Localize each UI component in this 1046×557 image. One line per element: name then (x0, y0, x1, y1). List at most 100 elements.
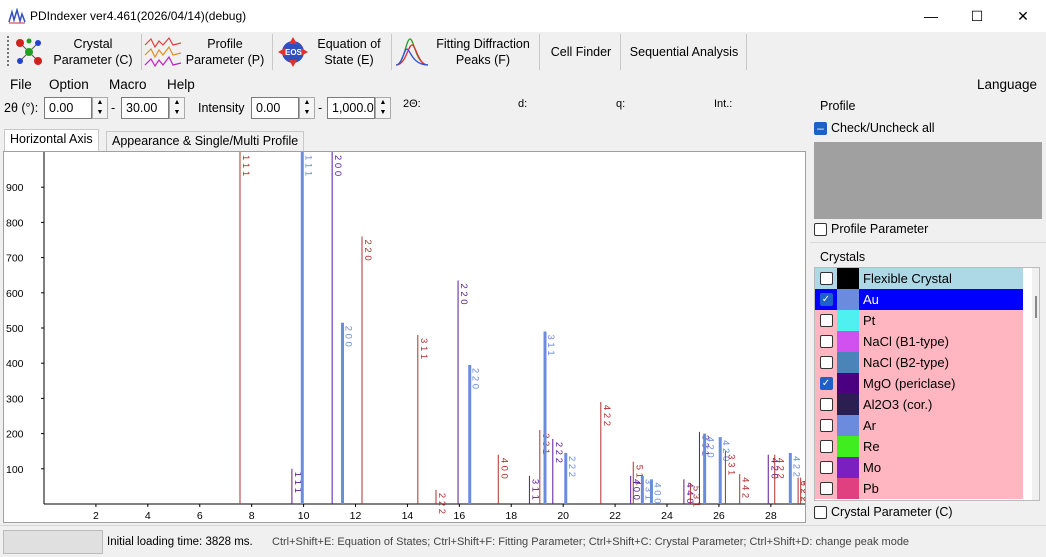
check-all-row[interactable]: – Check/Uncheck all (814, 121, 935, 135)
crystal-row[interactable]: Pt (815, 310, 1023, 331)
crystal-list-scrollbar[interactable] (1032, 268, 1039, 500)
crystal-checkbox[interactable] (819, 419, 833, 432)
intensity-max-spinner[interactable]: ▲ ▼ (375, 97, 391, 119)
crystal-checkbox[interactable] (819, 398, 833, 411)
crystal-parameter-checkbox[interactable] (814, 505, 827, 519)
menu-file[interactable]: File (10, 77, 32, 92)
profile-list[interactable] (814, 142, 1042, 219)
crystal-row[interactable]: ✓ Au (815, 289, 1023, 310)
eos-line1: Equation of (317, 37, 381, 51)
crystal-checkbox[interactable] (819, 314, 833, 327)
crystals-panel-title: Crystals (820, 250, 866, 264)
intensity-min-spinner[interactable]: ▲ ▼ (299, 97, 315, 119)
sequential-analysis-button[interactable]: Sequential Analysis (622, 34, 747, 70)
equation-of-state-button[interactable]: EOS Equation of State (E) (275, 34, 392, 70)
crystal-checkbox[interactable] (819, 461, 833, 474)
crystal-checkbox[interactable] (819, 440, 833, 453)
y-tick-label: 500 (6, 323, 24, 335)
peak-bar (703, 433, 707, 504)
x-tick-label: 6 (197, 510, 203, 522)
menu-macro[interactable]: Macro (109, 77, 147, 92)
crystal-checkbox[interactable] (819, 356, 833, 369)
peak-label: 4 2 2 (775, 458, 786, 479)
fitting-diffraction-peaks-button[interactable]: Fitting Diffraction Peaks (F) (394, 34, 540, 70)
crystal-list[interactable]: Flexible Crystal ✓ Au Pt NaCl (B1-type) NaCl … (814, 267, 1040, 501)
peak-label: 3 1 1 (418, 338, 429, 359)
crystal-row[interactable]: Flexible Crystal (815, 268, 1023, 289)
x-tick-label: 12 (350, 510, 362, 522)
menu-help[interactable]: Help (167, 77, 195, 92)
menu-option[interactable]: Option (49, 77, 89, 92)
crystal-checkbox[interactable] (819, 272, 833, 285)
peak-label: 5 3 1 (690, 486, 701, 507)
profile-parameter-button[interactable]: Profile Parameter (P) (143, 34, 273, 70)
crystal-color-swatch[interactable] (837, 331, 859, 352)
maximize-button[interactable]: ☐ (970, 7, 984, 24)
tab-appearance[interactable]: Appearance & Single/Multi Profile (106, 131, 305, 151)
minimize-button[interactable]: — (924, 8, 938, 24)
intensity-min-input[interactable]: 0.00 (251, 97, 299, 119)
crystal-color-swatch[interactable] (837, 415, 859, 436)
crystal-color-swatch[interactable] (837, 268, 859, 289)
intensity-max-input[interactable]: 1,000.0 (327, 97, 375, 119)
crystal-color-swatch[interactable] (837, 289, 859, 310)
crystal-color-swatch[interactable] (837, 436, 859, 457)
crystal-color-swatch[interactable] (837, 373, 859, 394)
peak-label: 2 2 0 (470, 368, 481, 389)
crystal-checkbox[interactable]: ✓ (819, 293, 833, 306)
crystal-row[interactable]: Al2O3 (cor.) (815, 394, 1023, 415)
profile-parameter-checkbox[interactable] (814, 222, 827, 236)
profile-panel-title: Profile (820, 99, 856, 113)
x-tick-label: 22 (609, 510, 621, 522)
profile-parameter-row[interactable]: Profile Parameter (814, 222, 928, 236)
two-theta-min-input[interactable]: 0.00 (44, 97, 92, 119)
peak-label: 2 0 0 (343, 326, 354, 347)
crystal-color-swatch[interactable] (837, 394, 859, 415)
peak-bar (543, 331, 547, 504)
two-theta-max-input[interactable]: 30.00 (121, 97, 169, 119)
peak-label: 4 4 2 (740, 477, 751, 498)
crystal-color-swatch[interactable] (837, 310, 859, 331)
x-tick-label: 18 (505, 510, 517, 522)
crystal-checkbox[interactable] (819, 335, 833, 348)
check-all-checkbox[interactable]: – (814, 121, 827, 135)
x-tick-label: 24 (661, 510, 673, 522)
menu-language[interactable]: Language (977, 77, 1038, 92)
peak-bar (564, 452, 568, 504)
peak-label: 4 2 2 (601, 405, 612, 426)
peak-label: 4 2 2 (790, 456, 801, 477)
two-theta-min-spinner[interactable]: ▲ ▼ (92, 97, 108, 119)
crystal-checkbox[interactable]: ✓ (819, 377, 833, 390)
crystal-color-swatch[interactable] (837, 478, 859, 499)
crystal-parameter-row[interactable]: Crystal Parameter (C) (814, 505, 953, 519)
crystal-row[interactable]: ✓ MgO (periclase) (815, 373, 1023, 394)
two-theta-max-spinner[interactable]: ▲ ▼ (169, 97, 185, 119)
peak-label: 4 0 0 (631, 479, 642, 500)
crystal-name: NaCl (B2-type) (863, 355, 949, 370)
diffraction-plot[interactable]: 100 200 300 400 500 600 700 800 900 2 4 6 8 10 12 14 16 1… (3, 151, 812, 523)
crystal-checkbox[interactable] (819, 482, 833, 495)
tab-horizontal-axis[interactable]: Horizontal Axis (4, 129, 99, 151)
toolbar: Crystal Parameter (C) Profile Parameter (P… (0, 32, 1046, 72)
crystal-row[interactable]: NaCl (B2-type) (815, 352, 1023, 373)
peak-label: 2 2 2 (553, 442, 564, 463)
fitting-line2: Peaks (F) (455, 53, 511, 67)
crystal-parameter-button[interactable]: Crystal Parameter (C) (12, 34, 142, 70)
crystal-row[interactable]: Pb (815, 478, 1023, 499)
crystal-color-swatch[interactable] (837, 352, 859, 373)
close-button[interactable]: ✕ (1017, 7, 1029, 24)
scrollbar-thumb[interactable] (1035, 296, 1037, 318)
eos-line2: State (E) (324, 53, 374, 67)
x-tick-label: 4 (145, 510, 151, 522)
range-controls: 2θ (°): 0.00 ▲ ▼ - 30.00 ▲ ▼ Intensity 0.0… (0, 96, 808, 120)
crystal-row[interactable]: Mo (815, 457, 1023, 478)
crystal-row[interactable]: NaCl (B1-type) (815, 331, 1023, 352)
peak-bar (718, 437, 722, 504)
crystal-row[interactable]: Re (815, 436, 1023, 457)
crystal-name: Mo (863, 460, 882, 475)
toolbar-grip[interactable] (7, 36, 10, 66)
crystal-color-swatch[interactable] (837, 457, 859, 478)
crystal-row[interactable]: Ar (815, 415, 1023, 436)
cell-finder-button[interactable]: Cell Finder (542, 34, 621, 70)
